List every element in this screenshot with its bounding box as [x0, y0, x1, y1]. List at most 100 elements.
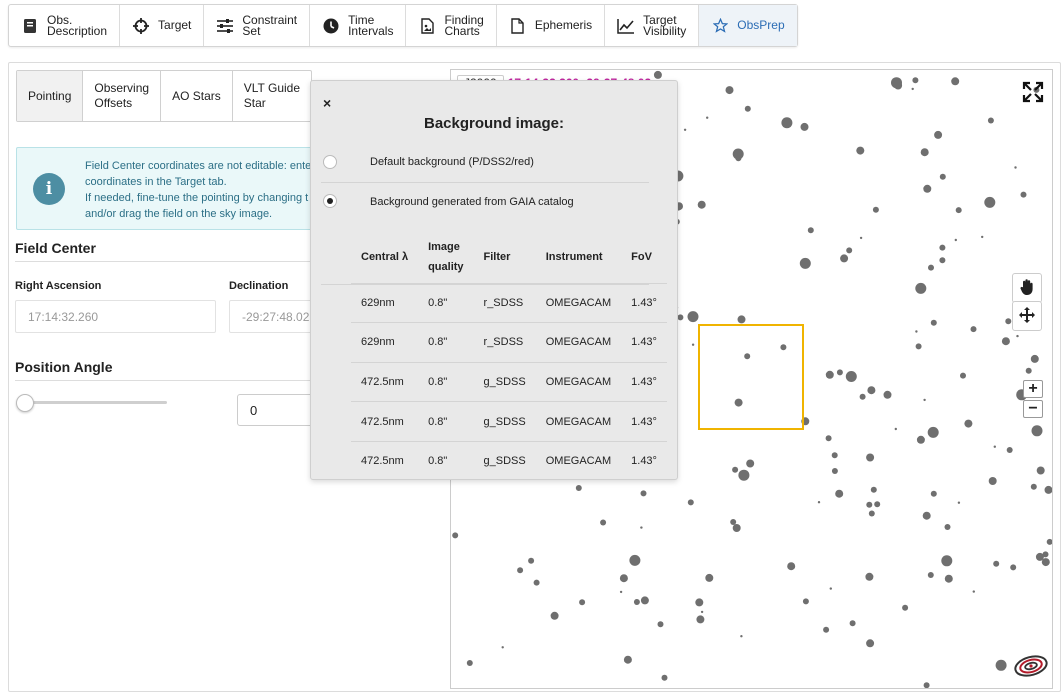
star: [859, 236, 863, 240]
position-angle-input[interactable]: 0: [237, 394, 322, 426]
option-default-label: Default background (P/DSS2/red): [370, 156, 534, 168]
pan-tool-button[interactable]: [1012, 273, 1042, 303]
position-angle-slider-handle[interactable]: [16, 394, 34, 412]
star: [730, 519, 737, 525]
star: [849, 620, 856, 627]
star: [653, 70, 662, 79]
cell-instrument: OMEGACAM: [535, 322, 622, 363]
zoom-out-button[interactable]: −: [1023, 400, 1043, 418]
star: [934, 130, 943, 139]
star: [661, 674, 668, 681]
star: [1041, 558, 1050, 567]
position-angle-slider-track[interactable]: [25, 401, 167, 404]
subtab-pointing[interactable]: Pointing: [17, 71, 84, 121]
star: [640, 490, 647, 497]
table-row[interactable]: 629nm 0.8" r_SDSS OMEGACAM 1.43°: [351, 322, 667, 363]
file-image-icon: [418, 17, 436, 35]
tab-constraint-set[interactable]: Constraint Set: [204, 5, 311, 46]
header-filter: Filter: [483, 250, 511, 263]
radio-default-background[interactable]: [323, 155, 337, 169]
zoom-in-button[interactable]: +: [1023, 380, 1043, 398]
fullscreen-icon[interactable]: [1021, 80, 1045, 104]
cell-quality: 0.8": [418, 440, 474, 481]
radio-gaia-background[interactable]: [323, 194, 337, 208]
subtab-observing-offsets[interactable]: Observing Offsets: [83, 71, 162, 121]
star: [993, 445, 996, 448]
tab-label: Intervals: [348, 23, 394, 38]
move-tool-button[interactable]: [1012, 301, 1042, 331]
file-icon: [509, 17, 527, 35]
cell-fov: 1.43°: [621, 361, 667, 402]
cell-quality: 0.8": [418, 322, 474, 363]
star: [579, 599, 586, 606]
clock-icon: [322, 17, 340, 35]
subtab-vlt-guide-star[interactable]: VLT Guide Star: [233, 71, 311, 121]
tab-ephemeris[interactable]: Ephemeris: [497, 5, 606, 46]
star: [744, 353, 751, 360]
tab-finding-charts[interactable]: Finding Charts: [406, 5, 497, 46]
star: [915, 330, 918, 333]
star: [799, 257, 811, 269]
cell-lambda: 629nm: [351, 322, 419, 363]
cell-fov: 1.43°: [621, 282, 667, 323]
tab-label: Constraint: [242, 12, 298, 27]
star: [800, 122, 809, 131]
cell-quality: 0.8": [418, 401, 474, 442]
star: [696, 615, 705, 624]
table-row[interactable]: 472.5nm 0.8" g_SDSS OMEGACAM 1.43°: [351, 401, 667, 442]
star: [517, 567, 524, 574]
star: [732, 524, 741, 532]
star: [960, 372, 966, 379]
star: [988, 477, 997, 485]
galaxy-logo-icon[interactable]: [1013, 653, 1049, 679]
line-chart-icon: [617, 17, 635, 35]
close-button[interactable]: ×: [323, 95, 332, 111]
tab-label: Obs.: [47, 12, 73, 27]
header-fov: FoV: [631, 250, 652, 263]
star: [1030, 354, 1039, 363]
cell-instrument: OMEGACAM: [535, 401, 622, 442]
star: [872, 206, 879, 213]
star: [807, 227, 814, 234]
star: [802, 598, 809, 605]
subtab-label: Star: [243, 96, 266, 110]
tab-obsprep[interactable]: ObsPrep: [699, 5, 797, 46]
star: [957, 501, 961, 504]
star: [939, 244, 946, 251]
crosshair-icon: [132, 17, 150, 35]
info-line: If needed, fine-tune the pointing by cha…: [85, 192, 309, 204]
tab-label: Target: [643, 12, 677, 27]
cell-quality: 0.8": [418, 361, 474, 402]
subtab-ao-stars[interactable]: AO Stars: [161, 71, 233, 121]
tab-target[interactable]: Target: [120, 5, 205, 46]
tab-obs-description[interactable]: Obs. Description: [9, 5, 121, 46]
cell-instrument: OMEGACAM: [535, 282, 622, 323]
divider: [321, 182, 649, 183]
star: [600, 519, 607, 526]
star: [995, 659, 1007, 671]
star: [575, 485, 582, 491]
field-of-view-box[interactable]: [698, 324, 804, 430]
cell-instrument: OMEGACAM: [535, 361, 622, 402]
star: [915, 343, 922, 350]
star: [501, 646, 504, 649]
cell-lambda: 629nm: [351, 282, 419, 323]
star-icon: [711, 17, 729, 35]
dec-input[interactable]: -29:27:48.02: [229, 300, 319, 333]
table-row[interactable]: 629nm 0.8" r_SDSS OMEGACAM 1.43°: [351, 282, 667, 323]
star: [868, 510, 875, 517]
tab-target-visibility[interactable]: Target Visibility: [605, 5, 700, 46]
star: [1036, 466, 1045, 475]
star: [1042, 551, 1049, 558]
cell-fov: 1.43°: [621, 401, 667, 442]
tab-time-intervals[interactable]: Time Intervals: [310, 5, 407, 46]
hand-icon: [1019, 278, 1035, 299]
subtab-label: Observing: [94, 81, 150, 95]
table-row[interactable]: 472.5nm 0.8" g_SDSS OMEGACAM 1.43°: [351, 361, 667, 402]
star: [859, 393, 866, 400]
star: [705, 573, 714, 582]
star: [735, 155, 742, 162]
ra-input[interactable]: 17:14:32.260: [15, 300, 216, 333]
star: [1014, 166, 1017, 169]
table-row[interactable]: 472.5nm 0.8" g_SDSS OMEGACAM 1.43°: [351, 440, 667, 481]
